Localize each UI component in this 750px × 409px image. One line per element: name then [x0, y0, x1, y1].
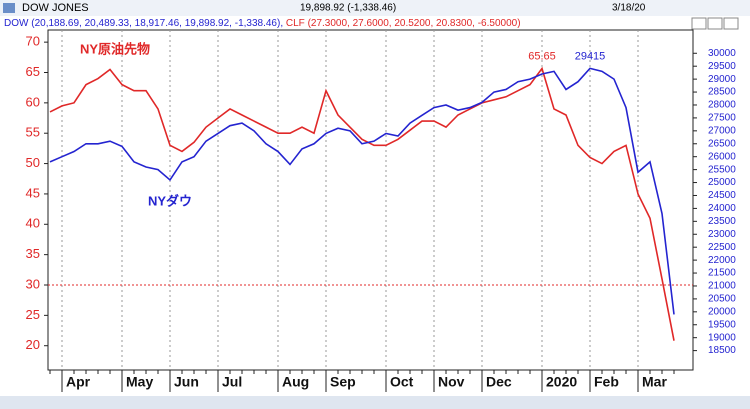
- peak-label: 29415: [575, 50, 606, 62]
- y-tick-label: 30: [26, 276, 40, 291]
- y2-tick-label: 20500: [708, 294, 736, 305]
- series-line: [49, 66, 675, 341]
- x-tick-label: Oct: [390, 374, 414, 390]
- y-tick-label: 45: [26, 185, 40, 200]
- x-tick-label: May: [126, 374, 153, 390]
- peak-label: 65.65: [528, 50, 556, 62]
- chart-area: [0, 30, 750, 396]
- x-tick-label: Mar: [642, 374, 667, 390]
- y2-tick-label: 22500: [708, 242, 736, 253]
- y2-tick-label: 18500: [708, 345, 736, 356]
- x-tick-label: Jun: [174, 374, 199, 390]
- y2-tick-label: 21500: [708, 268, 736, 279]
- y2-tick-label: 30000: [708, 48, 736, 59]
- x-tick-label: Dec: [486, 374, 512, 390]
- y-tick-label: 35: [26, 246, 40, 261]
- x-tick-label: Feb: [594, 374, 619, 390]
- plot-frame: [47, 29, 694, 371]
- legend-bar: [0, 16, 750, 30]
- y-tick-label: 55: [26, 125, 40, 140]
- y2-tick-label: 25500: [708, 164, 736, 175]
- series-line: [49, 67, 675, 315]
- date: 3/18/20: [612, 3, 646, 14]
- x-tick-label: Jul: [222, 374, 242, 390]
- y2-tick-label: 29000: [708, 74, 736, 85]
- y2-tick-label: 28000: [708, 100, 736, 111]
- y2-tick-label: 19000: [708, 332, 736, 343]
- window-icon: [3, 3, 15, 13]
- y-tick-label: 20: [26, 337, 40, 352]
- y-tick-label: 65: [26, 64, 40, 79]
- close-button[interactable]: [723, 17, 739, 30]
- legend-detail: (27.3000, 27.6000, 20.5200, 20.8300, -6.…: [308, 18, 521, 29]
- x-tick-label: 2020: [546, 374, 577, 390]
- maximize-button[interactable]: [707, 17, 723, 30]
- series-label: NYダウ: [148, 193, 192, 208]
- y2-tick-label: 22000: [708, 255, 736, 266]
- window-title: DOW JONES: [22, 2, 89, 14]
- status-bar: [0, 396, 750, 409]
- y2-tick-label: 26000: [708, 151, 736, 162]
- title-bar: [0, 0, 750, 16]
- legend: DOW (20,188.69, 20,489.33, 18,917.46, 19…: [4, 18, 521, 29]
- y2-tick-label: 20000: [708, 306, 736, 317]
- y-tick-label: 50: [26, 155, 40, 170]
- y-tick-label: 25: [26, 307, 40, 322]
- y2-tick-label: 19500: [708, 319, 736, 330]
- y2-tick-label: 27500: [708, 113, 736, 124]
- y2-tick-label: 29500: [708, 61, 736, 72]
- x-tick-label: Sep: [330, 374, 356, 390]
- y2-tick-label: 23500: [708, 216, 736, 227]
- y2-tick-label: 25000: [708, 177, 736, 188]
- quote: 19,898.92 (-1,338.46): [300, 3, 396, 14]
- y-tick-label: 40: [26, 216, 40, 231]
- y2-tick-label: 27000: [708, 125, 736, 136]
- x-tick-label: Aug: [282, 374, 309, 390]
- series-label: NY原油先物: [80, 41, 150, 56]
- legend-entry: CLF: [286, 18, 305, 29]
- y-tick-label: 60: [26, 94, 40, 109]
- y2-tick-label: 28500: [708, 87, 736, 98]
- y2-tick-label: 21000: [708, 281, 736, 292]
- y2-tick-label: 24500: [708, 190, 736, 201]
- y2-tick-label: 23000: [708, 229, 736, 240]
- legend-entry: DOW: [4, 18, 29, 29]
- x-tick-label: Nov: [438, 374, 465, 390]
- y2-tick-label: 24000: [708, 203, 736, 214]
- legend-detail: (20,188.69, 20,489.33, 18,917.46, 19,898…: [31, 18, 283, 29]
- minimize-button[interactable]: [691, 17, 707, 30]
- y-tick-label: 70: [26, 34, 40, 49]
- y2-tick-label: 26500: [708, 138, 736, 149]
- window-controls[interactable]: [691, 17, 739, 30]
- x-tick-label: Apr: [66, 374, 91, 390]
